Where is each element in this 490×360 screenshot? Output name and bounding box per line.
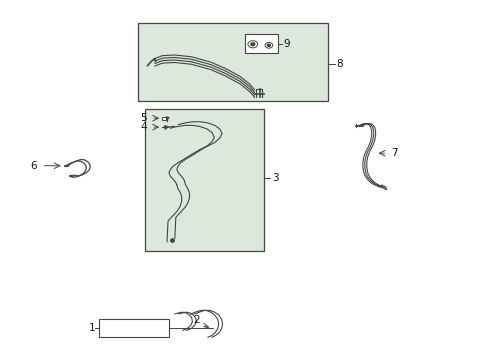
Text: 3: 3 bbox=[272, 173, 278, 183]
Circle shape bbox=[251, 43, 255, 46]
Text: 2: 2 bbox=[193, 315, 199, 325]
Text: 1: 1 bbox=[89, 323, 96, 333]
Text: 7: 7 bbox=[391, 148, 398, 158]
Text: 5: 5 bbox=[140, 113, 147, 123]
Bar bbox=[162, 117, 166, 120]
Bar bbox=[245, 33, 278, 53]
Text: 9: 9 bbox=[283, 39, 290, 49]
Bar bbox=[138, 23, 328, 102]
Text: 8: 8 bbox=[337, 59, 343, 69]
Bar bbox=[145, 109, 265, 251]
Text: 4: 4 bbox=[140, 122, 147, 132]
Bar bbox=[99, 319, 170, 337]
Text: 6: 6 bbox=[30, 161, 36, 171]
Circle shape bbox=[268, 44, 270, 46]
